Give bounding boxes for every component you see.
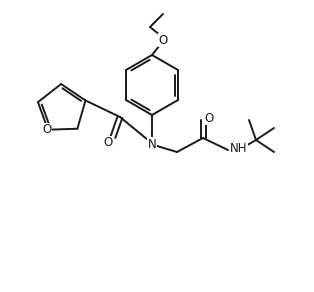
Text: O: O xyxy=(204,112,214,124)
Text: NH: NH xyxy=(230,142,247,156)
Text: O: O xyxy=(42,123,51,136)
Text: O: O xyxy=(158,34,168,46)
Text: O: O xyxy=(103,136,113,150)
Text: N: N xyxy=(148,138,156,150)
